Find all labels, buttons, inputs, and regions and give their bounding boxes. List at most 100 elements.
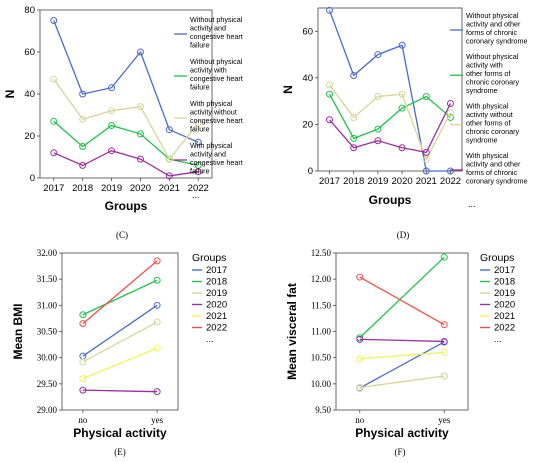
legend-entry: 2020 [494,300,515,311]
legend: Without physical activity and congestive h… [174,15,243,200]
y-tick-label: 29.00 [37,405,58,415]
legend-entry: 2022 [206,323,227,334]
y-tick-label: 80 [24,5,35,16]
y-axis-label: Mean visceral fat [285,283,299,380]
data-point [422,155,430,163]
x-tick-label: 2018 [343,176,364,187]
legend-entry: With physical activity without other forms… [466,102,520,145]
data-point [79,311,87,319]
x-tick-label: 2020 [392,176,413,187]
x-tick-label: 2019 [101,183,122,194]
data-point [79,386,87,394]
series-line [328,93,451,140]
data-point [50,17,58,24]
legend-title: Groups [192,252,226,264]
x-tick-label: no [78,415,88,425]
data-point [79,90,87,98]
y-tick-label: 60 [302,26,313,37]
chart-c: 0 20 40 60 80 2017 2018 2019 2020 2021 2022 Groups N… [3,5,243,240]
legend-entry: 2018 [206,277,227,288]
series-line [359,351,445,360]
panel-label: (C) [116,230,128,240]
data-point [446,109,454,117]
data-point [440,337,448,345]
data-point [440,253,448,261]
series-line [82,279,158,316]
x-tick-label: 2022 [188,183,209,194]
series-line [53,20,199,143]
legend-more: ... [192,190,200,200]
series-line [328,84,452,161]
y-tick-label: 40 [302,73,313,84]
x-tick-label: yes [438,415,450,425]
series-line [82,260,158,325]
panel-label: (F) [395,447,406,457]
data-point [194,138,202,146]
data-point [79,320,87,328]
data-point [398,144,406,152]
legend: Groups201720182019202020212022... [192,252,227,344]
x-axis-label: Groups [369,193,412,207]
chart-f: 9.50 10.00 10.50 11.00 11.50 12.00 12.50 no yesP… [285,248,515,457]
data-point [350,144,358,152]
legend-entry: Without physical activity with congestive … [190,57,243,92]
plot-frame [39,9,213,179]
y-tick-label: 20 [302,119,313,130]
y-tick-label: 40 [24,89,35,100]
x-tick-label: 2017 [43,183,64,194]
data-point [136,48,144,56]
series-line [328,10,451,172]
legend-entry: Without physical activity and congestive h… [190,15,243,50]
y-tick-label: 12.00 [311,274,332,284]
plot-frame [335,252,469,411]
y-tick-label: 30.50 [37,327,58,337]
data-point [79,161,87,169]
data-point [398,90,406,98]
data-point [350,113,358,121]
legend-entry: 2020 [206,300,227,311]
series-line [329,103,452,154]
data-point [374,92,382,100]
data-point [350,134,358,142]
data-point [108,84,116,92]
data-point [165,155,173,163]
x-tick-label: 2021 [159,183,180,194]
x-tick-label: 2019 [367,176,388,187]
data-point [153,344,161,352]
data-point [326,6,334,14]
series-line [82,347,158,380]
data-point [108,107,116,115]
x-axis-label: Groups [105,199,148,213]
x-tick-label: no [355,415,365,425]
legend-entry: With physical activity and other forms of … [466,151,528,186]
x-tick-label: 2020 [130,183,151,194]
data-point [356,273,364,281]
data-point [374,51,382,59]
panel-label: (D) [397,230,410,240]
series-line [82,321,158,363]
series-line [53,150,199,177]
data-point [136,130,144,138]
data-point [374,125,382,133]
y-axis-label: N [3,90,17,99]
data-point [326,116,334,124]
data-point [50,117,58,125]
data-point [356,383,364,391]
data-point [326,90,334,98]
y-tick-label: 60 [24,47,35,58]
legend-title: Groups [480,252,514,264]
y-axis-label: N [281,85,295,94]
data-point [136,103,144,111]
y-tick-label: 20 [24,131,35,142]
data-point [356,335,364,343]
x-tick-label: 2021 [416,176,437,187]
legend: Without physical activity and other forms … [450,11,528,209]
data-point [422,148,430,156]
panel-label: (E) [114,447,126,457]
legend-entry: Without physical activity with other forms… [466,52,520,95]
legend: Groups201720182019202020212022... [480,252,515,344]
data-point [398,104,406,112]
data-point [446,99,454,107]
series-line [359,341,445,389]
